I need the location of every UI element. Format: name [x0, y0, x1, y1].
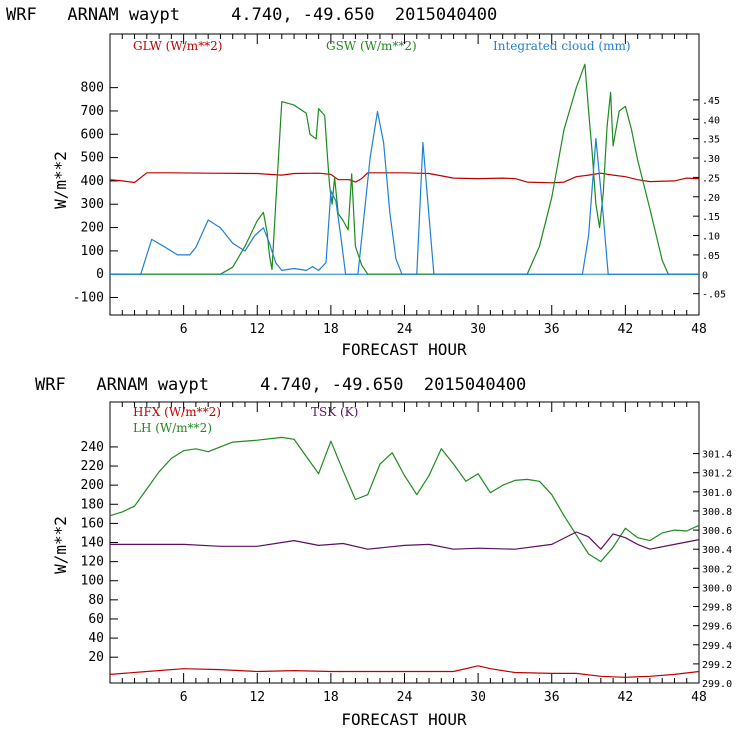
y-tick-label: 40 — [88, 631, 104, 646]
y2-tick-label: .35 — [702, 135, 720, 146]
series-hfx-line — [109, 665, 700, 678]
top-x-axis-label: FORECAST HOUR — [341, 340, 467, 359]
y2-tick-label: 299.8 — [702, 603, 732, 614]
bottom-axis-ticks: 6 12 18 24 30 36 42 48 20 40 60 80 100 120 140 160 180 20… — [81, 402, 732, 705]
series-glw-line — [109, 172, 700, 184]
y-tick-label: 80 — [88, 593, 104, 608]
legend-lh: LH (W/m**2) — [133, 421, 212, 435]
y2-tick-label: 301.0 — [702, 488, 732, 499]
bottom-series-group — [109, 436, 700, 678]
y2-tick-label: .30 — [702, 154, 720, 165]
y-tick-label: 140 — [81, 536, 104, 551]
y2-tick-label: .20 — [702, 193, 720, 204]
y2-tick-label: 300.6 — [702, 526, 732, 537]
y2-tick-label: -.05 — [702, 290, 726, 301]
y-tick-label: -100 — [73, 291, 104, 306]
x-tick-label: 6 — [180, 690, 188, 705]
y-tick-label: 800 — [81, 81, 104, 96]
y2-tick-label: 300.2 — [702, 564, 732, 575]
bottom-x-axis-label: FORECAST HOUR — [341, 710, 467, 729]
y-tick-label: 600 — [81, 127, 104, 142]
y2-tick-label: .40 — [702, 115, 720, 126]
x-tick-label: 24 — [397, 690, 413, 705]
x-tick-label: 18 — [323, 322, 339, 337]
y-tick-label: 240 — [81, 440, 104, 455]
series-integrated-line — [110, 110, 699, 275]
y2-tick-label: 300.8 — [702, 507, 732, 518]
y-tick-label: 0 — [96, 267, 104, 282]
y-tick-label: 20 — [88, 650, 104, 665]
series-tsk-line — [110, 531, 700, 550]
x-tick-label: 24 — [397, 322, 413, 337]
top-series-group — [109, 63, 700, 275]
y-tick-label: 500 — [81, 151, 104, 166]
legend-integrated-cloud: Integrated cloud (mm) — [493, 39, 631, 53]
y-tick-label: 200 — [81, 221, 104, 236]
x-tick-label: 42 — [618, 322, 634, 337]
bottom-chart: WRF ARNAM waypt 4.740, -49.650 201504040… — [35, 375, 732, 729]
x-tick-label: 30 — [470, 322, 486, 337]
series-gsw-line — [110, 63, 699, 275]
y-tick-label: 180 — [81, 497, 104, 512]
top-chart-title: WRF ARNAM waypt 4.740, -49.650 201504040… — [6, 5, 497, 25]
y2-tick-label: .15 — [702, 212, 720, 223]
y-tick-label: 300 — [81, 197, 104, 212]
y2-tick-label: 299.6 — [702, 622, 732, 633]
x-tick-label: 42 — [618, 690, 634, 705]
y-tick-label: 60 — [88, 612, 104, 627]
y2-tick-label: 301.4 — [702, 450, 732, 461]
x-tick-label: 12 — [249, 690, 265, 705]
legend-hfx: HFX (W/m**2) — [133, 405, 221, 419]
bottom-y-axis-label: W/m**2 — [51, 516, 70, 574]
y-tick-label: 100 — [81, 574, 104, 589]
series-lh-line — [109, 436, 700, 563]
legend-glw: GLW (W/m**2) — [133, 39, 222, 53]
x-tick-label: 6 — [180, 322, 188, 337]
y2-tick-label: 300.4 — [702, 545, 732, 556]
x-tick-label: 36 — [544, 690, 560, 705]
y2-tick-label: .25 — [702, 173, 720, 184]
y-tick-label: 700 — [81, 104, 104, 119]
bottom-chart-title: WRF ARNAM waypt 4.740, -49.650 201504040… — [35, 375, 526, 395]
top-chart: WRF ARNAM waypt 4.740, -49.650 201504040… — [6, 5, 726, 359]
y2-tick-label: .10 — [702, 232, 720, 243]
y2-tick-label: 299.2 — [702, 660, 732, 671]
x-tick-label: 12 — [249, 322, 265, 337]
y2-tick-label: 299.0 — [702, 679, 732, 690]
y-tick-label: 200 — [81, 478, 104, 493]
y-tick-label: 160 — [81, 516, 104, 531]
x-tick-label: 18 — [323, 690, 339, 705]
x-tick-label: 30 — [470, 690, 486, 705]
x-tick-label: 48 — [691, 690, 707, 705]
y2-tick-label: .45 — [702, 96, 720, 107]
y-tick-label: 100 — [81, 244, 104, 259]
legend-tsk: TSK (K) — [311, 405, 358, 419]
legend-gsw: GSW (W/m**2) — [326, 39, 417, 53]
top-y-axis-label: W/m**2 — [51, 151, 70, 209]
y2-tick-label: 300.0 — [702, 583, 732, 594]
y-tick-label: 120 — [81, 555, 104, 570]
y-tick-label: 220 — [81, 459, 104, 474]
y2-tick-label: 0 — [702, 270, 708, 281]
top-axis-ticks: 6 12 18 24 30 36 42 48 -100 0 100 200 300 400 500 600 70… — [73, 34, 726, 337]
bottom-plot-frame — [109, 401, 700, 684]
x-tick-label: 36 — [544, 322, 560, 337]
y2-tick-label: .05 — [702, 251, 720, 262]
x-tick-label: 48 — [691, 322, 707, 337]
y2-tick-label: 301.2 — [702, 469, 732, 480]
y-tick-label: 400 — [81, 174, 104, 189]
y2-tick-label: 299.4 — [702, 641, 732, 652]
